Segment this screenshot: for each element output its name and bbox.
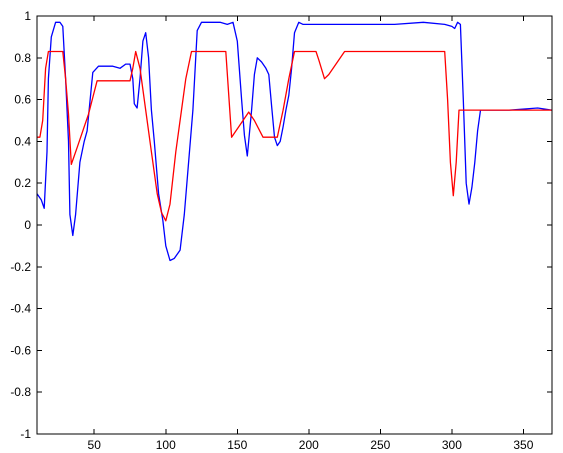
y-tick-label: -0.4 bbox=[10, 302, 31, 316]
x-tick-label: 150 bbox=[227, 438, 247, 452]
series-layer bbox=[37, 21, 552, 262]
x-tick-label: 300 bbox=[442, 438, 462, 452]
ticks-layer: 50 100 150 200 250 300 350 -1 -0.8 -0.6 -0.4 -0.2 0 0… bbox=[10, 9, 552, 452]
y-tick-label: 0.8 bbox=[14, 51, 31, 65]
y-tick-label: -1 bbox=[20, 427, 31, 441]
x-tick-label: 100 bbox=[156, 438, 176, 452]
y-tick-label: 0.2 bbox=[14, 176, 31, 190]
x-tick-label: 350 bbox=[513, 438, 533, 452]
blue-series-line bbox=[37, 21, 552, 262]
y-tick-label: -0.2 bbox=[10, 260, 31, 274]
red-series-line bbox=[37, 50, 552, 222]
x-tick-label: 200 bbox=[299, 438, 319, 452]
y-tick-label: 0 bbox=[24, 218, 31, 232]
y-tick-label: -0.8 bbox=[10, 385, 31, 399]
y-tick-label: 0.6 bbox=[14, 93, 31, 107]
y-tick-label: 0.4 bbox=[14, 134, 31, 148]
y-tick-label: -0.6 bbox=[10, 343, 31, 357]
x-tick-label: 50 bbox=[88, 438, 102, 452]
y-tick-label: 1 bbox=[24, 9, 31, 23]
x-tick-label: 250 bbox=[370, 438, 390, 452]
